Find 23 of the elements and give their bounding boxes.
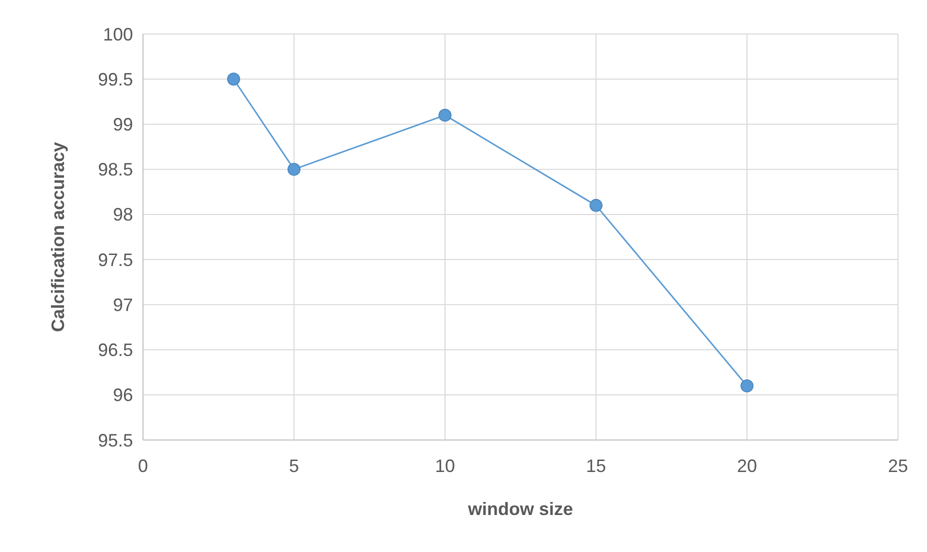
y-tick-label: 97.5: [98, 250, 133, 270]
x-tick-label: 15: [586, 456, 606, 476]
y-tick-label: 97: [112, 294, 133, 315]
x-tick-label: 5: [288, 456, 300, 476]
point: [227, 72, 240, 86]
point: [288, 162, 300, 176]
point: [438, 108, 452, 122]
y-axis-title: Calcification accuracy: [48, 142, 68, 332]
x-tick-label: 20: [736, 456, 758, 476]
x-tick-label: 25: [888, 456, 908, 476]
y-tick-label: 98.5: [98, 160, 133, 180]
point: [740, 379, 754, 392]
point: [590, 198, 602, 212]
y-tick-label: 100: [102, 24, 133, 44]
y-tick-label: 99: [112, 114, 133, 135]
y-tick-label: 96: [112, 385, 133, 406]
y-tick-label: 96.5: [98, 340, 133, 360]
x-tick-label: 0: [138, 456, 148, 476]
x-tick-label: 10: [434, 456, 456, 476]
x-axis-title: window size: [466, 499, 574, 519]
y-tick-label: 98: [112, 204, 133, 225]
y-tick-label: 99.5: [98, 69, 133, 90]
y-tick-label: 95.5: [98, 430, 133, 450]
